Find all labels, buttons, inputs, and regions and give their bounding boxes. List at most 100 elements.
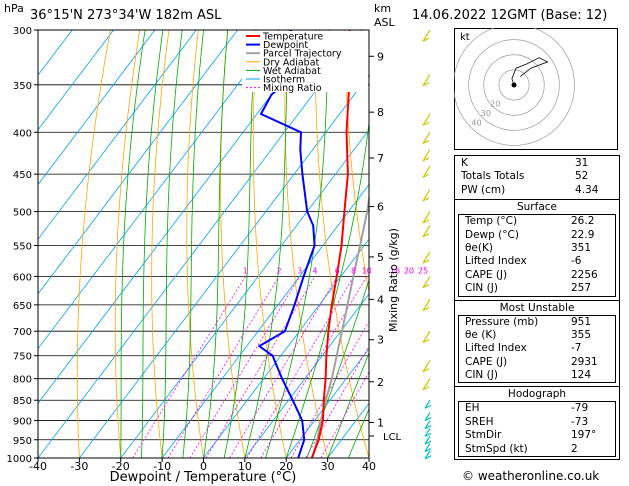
legend-entry: Dry Adiabat xyxy=(263,57,320,68)
wet-adiabat-line xyxy=(120,30,146,458)
row-label: CAPE (J) xyxy=(465,268,508,281)
wind-barb xyxy=(422,251,431,264)
wet-adiabat-line xyxy=(347,407,369,458)
height-tick-label: 1 xyxy=(377,417,384,430)
mixing-ratio-line xyxy=(205,276,316,458)
isotherm-line xyxy=(38,30,197,240)
wet-adiabat-line xyxy=(182,30,204,458)
pressure-tick-label: 550 xyxy=(13,241,32,252)
height-tick-label: 6 xyxy=(377,201,384,214)
hodograph-stats-section: Hodograph EH -79 SREH -73 StmDir 197° StmSpd (… xyxy=(455,386,619,458)
parcel-trajectory-line xyxy=(310,192,369,458)
pressure-tick-label: 350 xyxy=(13,81,32,92)
isotherm-line xyxy=(38,30,321,404)
row-label: EH xyxy=(465,402,480,415)
temperature-tick-label: 20 xyxy=(279,460,293,473)
row-label: CIN (J) xyxy=(465,282,498,295)
skewt-diagram: 1 2 3 4 6 8 10 16 20 2530035040045050055060065070… xyxy=(7,26,429,485)
wind-barb-feather xyxy=(424,440,432,445)
mixing-ratio-line xyxy=(189,276,301,458)
isotherm-line xyxy=(38,30,363,458)
isotherm-line xyxy=(38,30,156,186)
isotherm-line xyxy=(38,30,238,295)
row-value: 197° xyxy=(571,429,597,442)
row-label: Totals Totals xyxy=(461,170,525,183)
wind-barb xyxy=(424,435,431,445)
mixing-ratio-label: 6 xyxy=(335,266,340,275)
wind-barb-feather xyxy=(424,455,432,460)
isotherm-line xyxy=(203,238,369,458)
height-tick-label: 7 xyxy=(377,152,384,165)
temperature-tick-label: -20 xyxy=(112,460,130,473)
mixing-ratio-line xyxy=(132,276,246,458)
plot-frame xyxy=(37,29,370,459)
wind-barb-feather xyxy=(422,284,430,289)
row-label: K xyxy=(461,157,468,169)
table-row: Lifted Index -7 xyxy=(459,342,615,355)
wind-barb xyxy=(422,360,431,372)
hodograph-storm-marker xyxy=(511,82,517,88)
wind-barb xyxy=(422,211,431,224)
row-label: θe (K) xyxy=(465,328,497,341)
isotherm-line xyxy=(285,347,369,458)
mixing-ratio-line xyxy=(260,276,367,458)
copyright-link[interactable]: © weatheronline.co.uk xyxy=(462,469,600,483)
pressure-tick-label: 500 xyxy=(13,208,32,219)
pressure-tick-label: 900 xyxy=(13,417,32,428)
wind-barbs xyxy=(422,29,432,460)
temperature-tick-label: -40 xyxy=(29,460,47,473)
table-row: CIN (J) 124 xyxy=(459,369,615,382)
hodograph-trace xyxy=(511,57,549,86)
table-row: CIN (J) 257 xyxy=(459,282,615,295)
row-value: 951 xyxy=(571,315,592,328)
table-row: θe(K) 351 xyxy=(459,242,615,255)
x-axis-label: Dewpoint / Temperature (°C) xyxy=(110,470,297,485)
legend-entry: Parcel Trajectory xyxy=(263,49,342,60)
row-label: PW (cm) xyxy=(461,183,506,196)
wet-adiabat-line xyxy=(265,30,330,458)
mixing-ratio-line xyxy=(290,320,369,458)
row-value: -6 xyxy=(571,255,582,268)
row-label: θe(K) xyxy=(465,241,493,254)
dry-adiabat-line xyxy=(284,30,328,458)
pressure-tick-label: 450 xyxy=(13,170,32,181)
row-value: 2931 xyxy=(571,355,598,368)
row-value: 2 xyxy=(571,442,578,455)
table-row: Dewp (°C) 22.9 xyxy=(459,229,615,242)
row-label: StmSpd (kt) xyxy=(465,442,528,455)
pressure-tick-label: 1000 xyxy=(7,454,32,465)
wind-barb-feather xyxy=(422,197,430,202)
row-value: 22.9 xyxy=(571,228,595,241)
row-label: CIN (J) xyxy=(465,369,498,382)
dry-adiabat-line xyxy=(186,30,204,458)
wind-barb xyxy=(422,149,431,162)
table-row: PW (cm) 4.34 xyxy=(455,184,619,197)
row-value: 31 xyxy=(575,157,589,169)
surface-rows: Temp (°C) 26.2 Dewp (°C) 22.9 θe(K) 351 Lifted… xyxy=(458,214,616,297)
height-tick-label: 5 xyxy=(377,251,384,264)
temperature-tick-label: 10 xyxy=(238,460,252,473)
mixing-ratio-axis-label: Mixing Ratio (g/kg) xyxy=(387,228,400,332)
table-row: EH -79 xyxy=(459,402,615,415)
wind-barb-feather xyxy=(424,425,432,430)
surface-title: Surface xyxy=(516,201,557,214)
table-row: θe (K) 355 xyxy=(459,329,615,342)
mixing-ratio-label: 20 xyxy=(404,266,414,275)
row-value: 4.34 xyxy=(575,183,599,196)
row-value: 2256 xyxy=(571,268,598,281)
skewt-axes: 1 2 3 4 6 8 10 16 20 2530035040045050055060065070… xyxy=(7,26,429,473)
wind-barb-feather xyxy=(422,233,430,238)
row-value: 257 xyxy=(571,282,592,295)
indices-section: K 31 Totals Totals 52 PW (cm) 4.34 xyxy=(455,156,619,199)
hodograph-unit-label: kt xyxy=(460,32,470,43)
hodograph-ring-label: 20 xyxy=(490,100,500,109)
wind-barb-feather xyxy=(422,338,430,343)
wind-barb xyxy=(422,378,431,391)
table-row: Pressure (mb) 951 xyxy=(459,316,615,329)
wind-barb xyxy=(422,276,431,288)
wind-barb-feather xyxy=(422,368,430,373)
row-value: 355 xyxy=(571,328,592,341)
mixing-ratio-label: 16 xyxy=(390,266,400,275)
row-value: -73 xyxy=(571,415,589,428)
